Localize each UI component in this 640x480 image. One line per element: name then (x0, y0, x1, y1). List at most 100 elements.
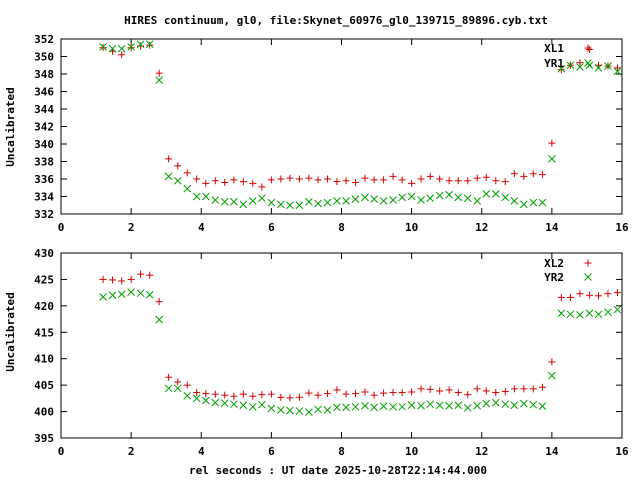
top-xl1-point (211, 177, 219, 185)
bottom-xl2-point (389, 389, 397, 397)
bottom-yr2-point (220, 399, 229, 407)
bottom-yr2-point (594, 310, 603, 319)
bottom-yr2-point (136, 289, 145, 298)
bottom-xl2-point (501, 387, 509, 395)
bottom-xl2-point (604, 290, 612, 298)
top-xl1-point (370, 176, 378, 184)
top-plot-frame (60, 38, 623, 215)
top-yr1-point (136, 40, 145, 49)
top-x-tick-label: 2 (128, 221, 135, 234)
top-xl1-point (473, 174, 481, 182)
bottom-xl2-point (305, 389, 313, 397)
bottom-yr2-point (276, 406, 285, 414)
top-legend-marker-xl1 (584, 44, 592, 52)
top-y-tick-label: 344 (34, 103, 54, 116)
bottom-yr2-point (398, 402, 407, 411)
top-yr1-point (594, 64, 603, 72)
top-xl1-point (342, 177, 350, 185)
top-xl1-point (174, 162, 182, 170)
top-yr1-point (463, 194, 472, 203)
top-xl1-point (230, 176, 238, 184)
bottom-xl2-point (286, 394, 294, 402)
bottom-legend-marker-yr2 (584, 273, 592, 281)
bottom-xl2-point (221, 391, 229, 399)
top-legend-marker-yr1 (584, 59, 592, 67)
bottom-x-tick-label: 12 (475, 445, 488, 458)
top-yr1-point (417, 196, 425, 204)
bottom-yr2-point (99, 293, 107, 301)
top-xl1-point (538, 171, 546, 179)
bottom-x-tick-label: 2 (128, 445, 135, 458)
bottom-yr2-point (127, 288, 135, 296)
top-y-tick-label: 346 (34, 86, 54, 99)
top-yr1-point (361, 193, 369, 202)
bottom-yr2-point (164, 384, 173, 393)
bottom-xl2-point (127, 275, 135, 283)
top-xl1-point (239, 178, 247, 186)
top-panel: Uncalibrated 0 2 4 6 8 10 12 14 16 332 334 336 338 34… (4, 33, 629, 234)
bottom-xl2-point (342, 390, 350, 398)
top-yr1-point (548, 155, 556, 163)
top-xl1-point (277, 175, 285, 183)
bottom-yr2-point (604, 308, 612, 317)
top-xl1-point (314, 176, 322, 184)
bottom-xl2-point (557, 293, 565, 301)
top-xl1-point (286, 174, 294, 182)
top-xl1-point (510, 170, 518, 178)
bottom-xl2-point (417, 385, 425, 393)
top-yr1-point (127, 43, 135, 51)
bottom-yr2-point (155, 315, 164, 324)
bottom-xl2-point (230, 392, 238, 400)
bottom-xl2-point (165, 373, 173, 381)
top-yr1-point (164, 172, 173, 181)
top-xl1-point (576, 59, 584, 67)
bottom-xl2-point (118, 277, 126, 285)
top-x-tick-label: 10 (405, 221, 418, 234)
bottom-xl2-point (520, 385, 528, 393)
top-yr1-point (342, 197, 350, 205)
bottom-yr2-point (426, 400, 435, 409)
bottom-xl2-point (193, 389, 201, 397)
bottom-yr2-point (342, 403, 350, 412)
bottom-legend-marker-xl2 (584, 259, 592, 267)
bottom-yr2-point (267, 404, 276, 413)
top-xl1-point (380, 176, 388, 184)
top-yr1-point (585, 61, 594, 70)
top-x-tick-label: 16 (615, 221, 629, 234)
top-yr1-point (99, 43, 107, 51)
bottom-yr2-point (239, 401, 248, 410)
bottom-xl2-point (492, 389, 500, 397)
top-xl1-point (426, 172, 434, 180)
bottom-panel: Uncalibrated 0 2 4 6 8 10 12 14 16 395 400 405 410 41… (4, 247, 629, 458)
bottom-yr2-point (183, 391, 192, 400)
top-x-tick-label: 0 (58, 221, 65, 234)
bottom-xl2-point (146, 271, 154, 279)
bottom-yr2-point (407, 401, 416, 410)
bottom-xl2-point (202, 390, 210, 398)
top-y-tick-label: 352 (34, 33, 54, 46)
bottom-xl2-point (464, 391, 472, 399)
bottom-y-tick-label: 405 (34, 379, 54, 392)
bottom-x-tick-label: 10 (405, 445, 418, 458)
top-xl1-point (417, 175, 425, 183)
top-xl1-point (585, 46, 593, 53)
bottom-yr2-point (519, 399, 528, 408)
top-xl1-point (295, 175, 303, 183)
bottom-y-tick-label: 410 (34, 353, 54, 366)
bottom-xl2-point (361, 388, 369, 396)
top-yr1-point (519, 200, 528, 209)
top-y-tick-label: 348 (34, 68, 54, 81)
bottom-xl2-point (249, 392, 257, 400)
top-yr1-point (435, 191, 444, 200)
bottom-yr2-point (491, 398, 500, 407)
bottom-yr2-point (379, 402, 388, 411)
top-xl1-point (193, 175, 201, 183)
top-xl1-point (482, 173, 490, 181)
bottom-x-tick-label: 4 (198, 445, 205, 458)
top-y-tick-label: 332 (34, 208, 54, 221)
bottom-xl2-point (295, 393, 303, 401)
bottom-yr2-point (389, 402, 397, 411)
bottom-xl2-point (352, 390, 360, 398)
bottom-yr2-point (295, 407, 304, 415)
